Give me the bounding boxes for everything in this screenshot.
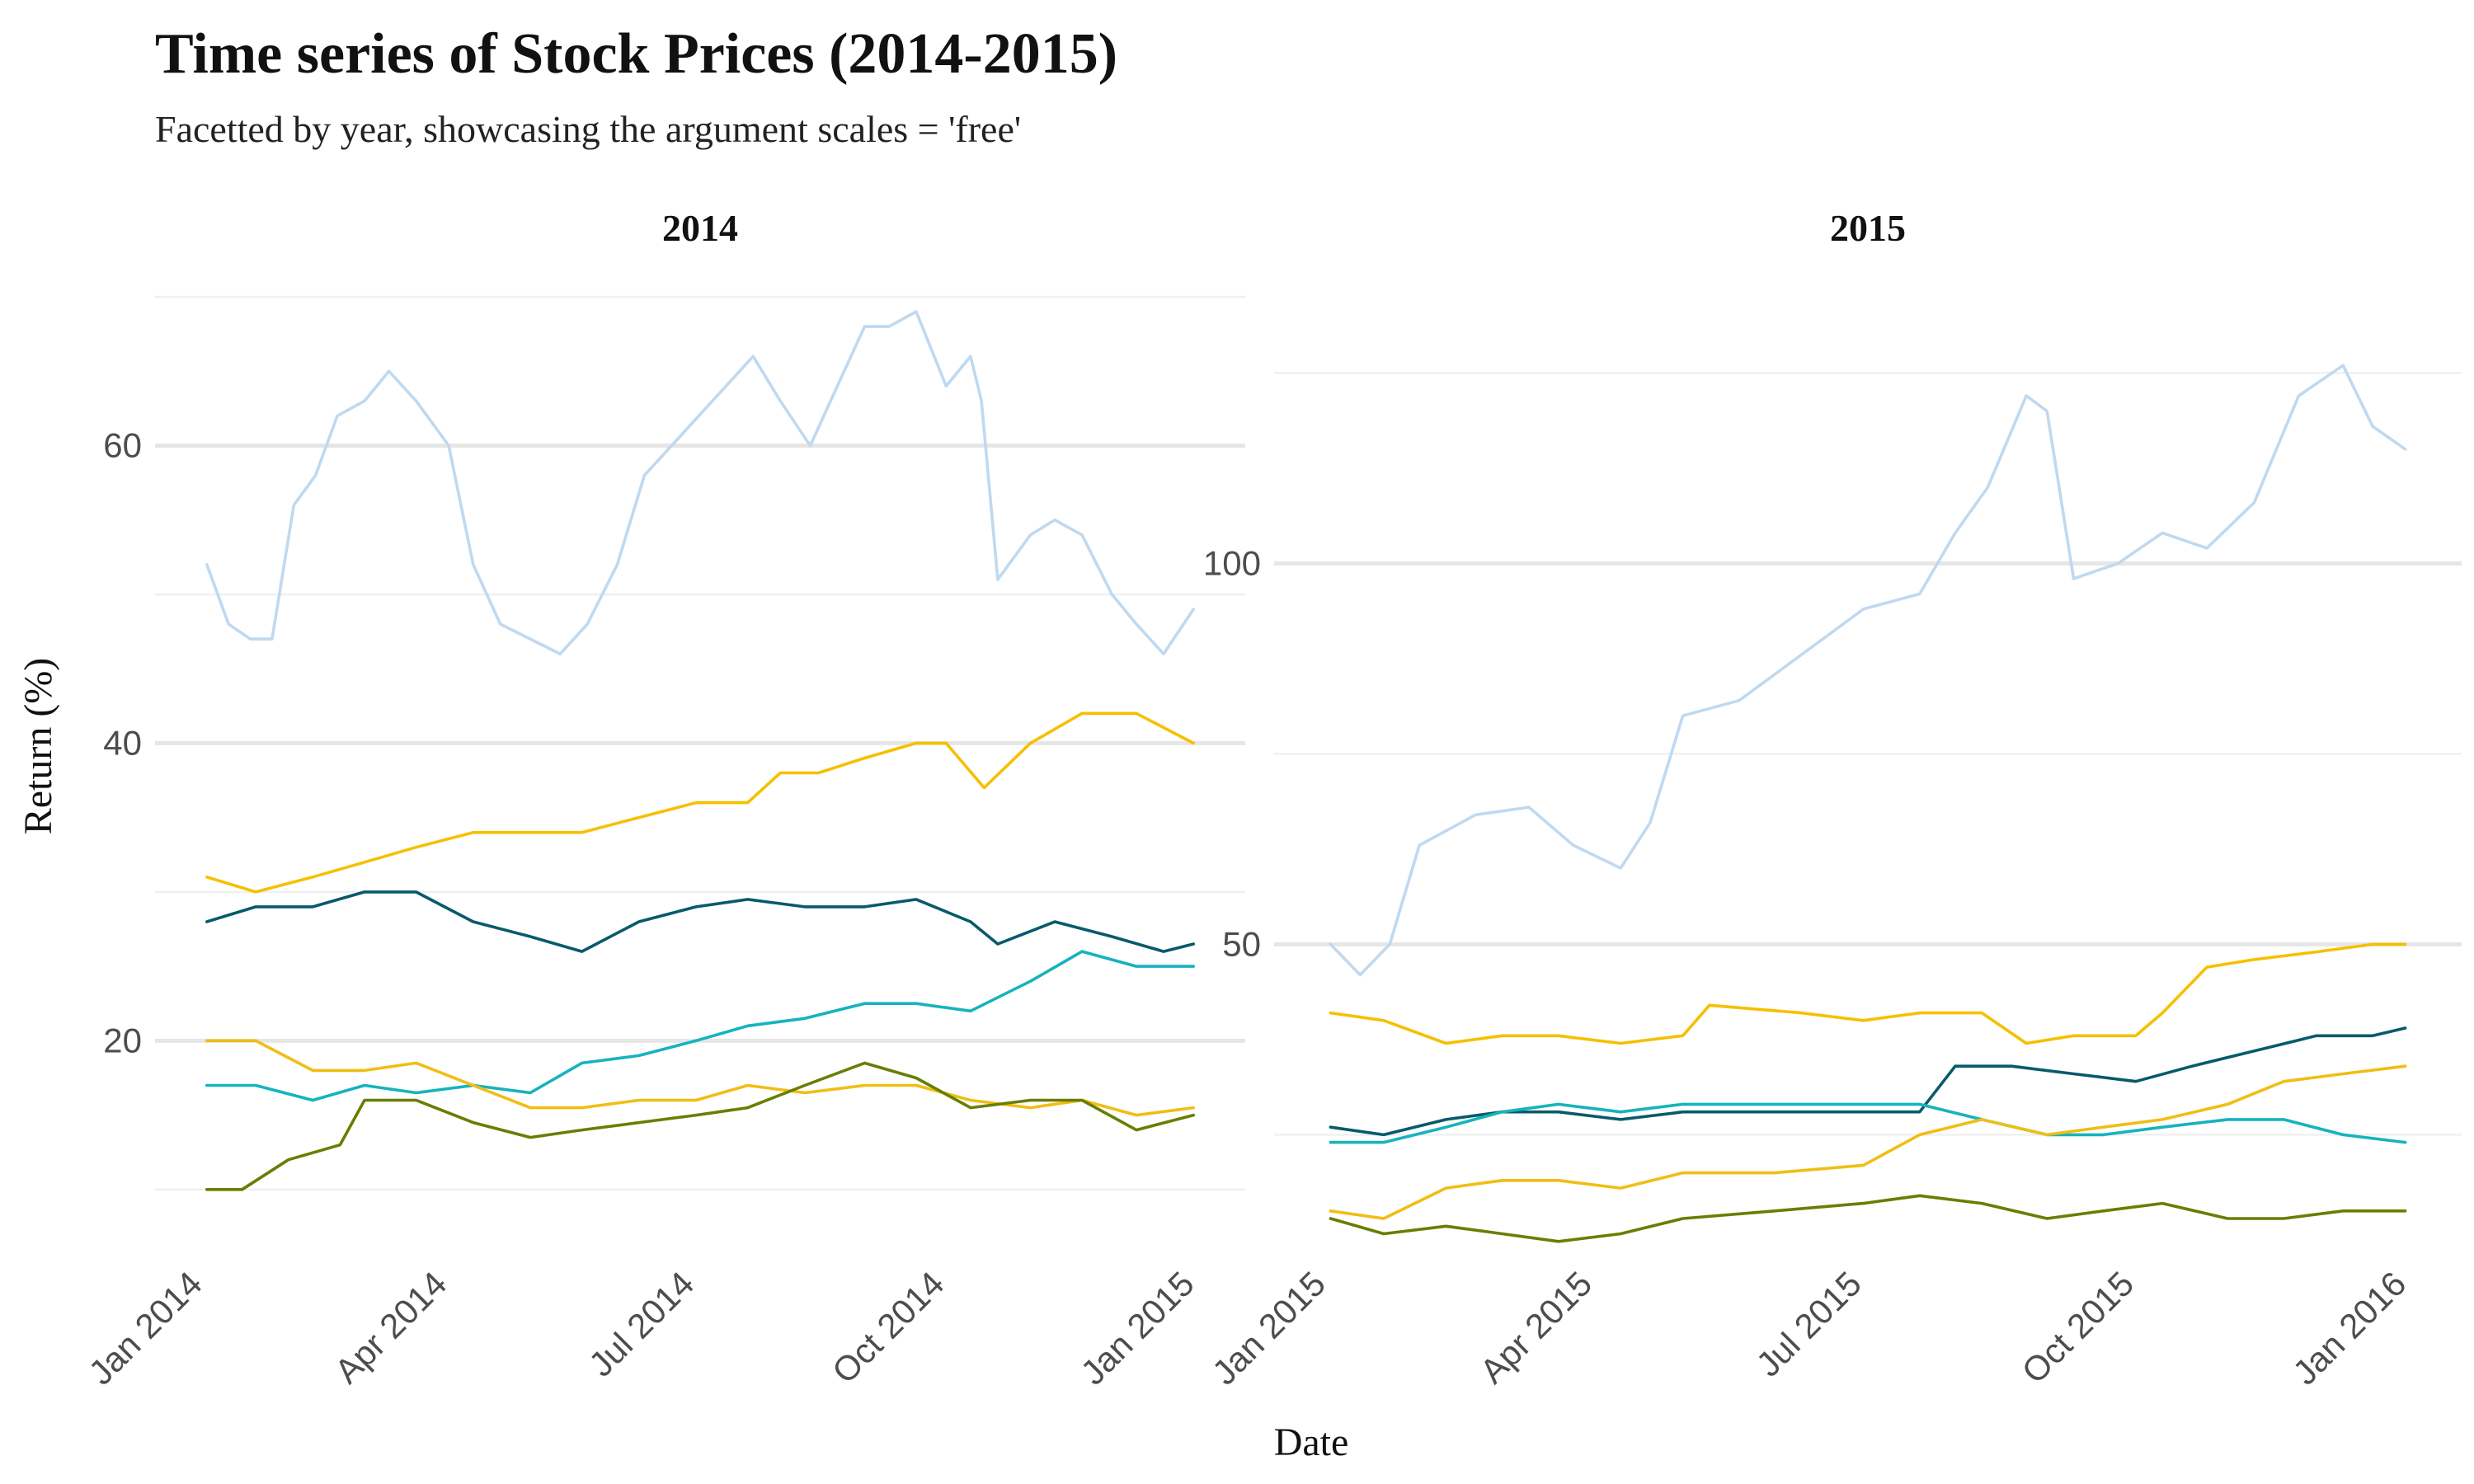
series-line-1 — [1329, 364, 2407, 977]
series-line-3 — [205, 890, 1195, 953]
series-line-5 — [1329, 1064, 2407, 1220]
y-axis-title: Return (%) — [16, 658, 60, 835]
series-line-1 — [205, 310, 1195, 655]
y-tick-label: 50 — [1222, 924, 1261, 963]
chart-subtitle: Facetted by year, showcasing the argumen… — [155, 108, 1021, 150]
y-tick-label: 60 — [103, 425, 142, 464]
x-tick-label: Oct 2015 — [2015, 1264, 2142, 1391]
series-line-6 — [1329, 1194, 2407, 1243]
y-tick-label: 20 — [103, 1021, 142, 1059]
series-line-4 — [1329, 1102, 2407, 1144]
x-tick-label: Apr 2015 — [1473, 1264, 1600, 1391]
facet-strip-label: 2014 — [662, 207, 738, 249]
x-tick-label: Jan 2015 — [1073, 1264, 1201, 1392]
chart-title: Time series of Stock Prices (2014-2015) — [155, 22, 1117, 86]
x-tick-label: Jul 2014 — [581, 1264, 702, 1384]
facet-panel-2014: 2014 20 40 60 Jan 2014 Apr 2014 Jul 2014 Oct 20… — [81, 207, 1245, 1392]
series-line-2 — [205, 711, 1195, 894]
x-tick-label: Jan 2015 — [1205, 1264, 1333, 1392]
x-tick-label: Jan 2016 — [2285, 1264, 2413, 1392]
facet-strip-label: 2015 — [1830, 207, 1906, 249]
series-line-4 — [205, 950, 1195, 1102]
x-tick-label: Oct 2014 — [825, 1264, 952, 1391]
x-axis-title: Date — [1274, 1421, 1349, 1464]
series-line-6 — [205, 1061, 1195, 1191]
x-tick-label: Apr 2014 — [327, 1264, 454, 1391]
facet-panel-2015: 2015 50 100 Jan 2015 Apr 2015 Jul 2015 Oct 201… — [1203, 207, 2462, 1392]
y-tick-label: 100 — [1203, 543, 1261, 582]
series-line-5 — [205, 1039, 1195, 1117]
x-tick-label: Jan 2014 — [81, 1264, 209, 1392]
series-line-2 — [1329, 942, 2407, 1045]
x-tick-label: Jul 2015 — [1748, 1264, 1869, 1384]
y-tick-label: 40 — [103, 723, 142, 762]
